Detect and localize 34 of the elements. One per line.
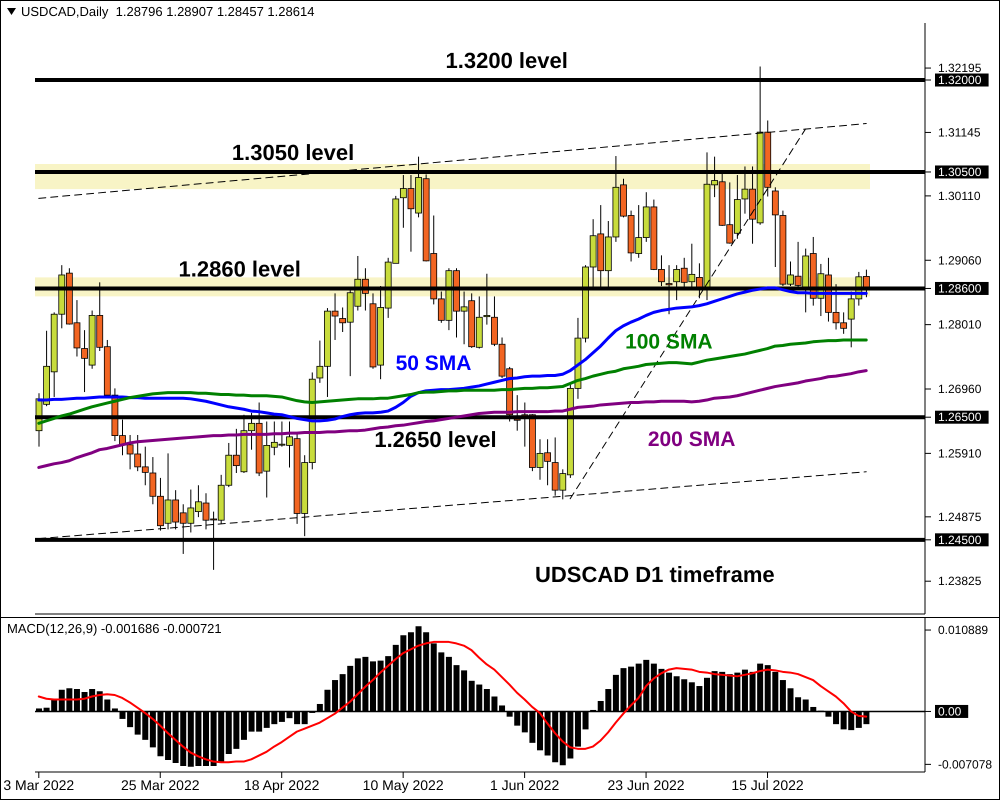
ref-line-label: 1.3050 level — [232, 140, 354, 165]
annotation: UDSCAD D1 timeframe — [535, 562, 775, 588]
y-tick-label: 0.010889 — [938, 623, 988, 638]
y-tick-label: 1.24875 — [938, 510, 982, 524]
y-tick-label: 1.26500 — [938, 410, 982, 424]
chart-title: USDCAD,Daily 1.28796 1.28907 1.28457 1.28614 — [21, 4, 314, 19]
ref-line-label: 1.3200 level — [446, 48, 568, 74]
y-tick-label: 1.31145 — [938, 125, 981, 140]
y-tick-label: 1.25910 — [938, 446, 982, 460]
x-tick-label: 10 May 2022 — [362, 776, 444, 793]
x-tick-label: 3 Mar 2022 — [3, 776, 74, 793]
y-tick-label: 1.32000 — [938, 73, 982, 88]
y-tick-label: 1.28010 — [938, 318, 982, 332]
y-tick-label: 1.28600 — [938, 281, 982, 296]
y-tick-label: 1.29060 — [938, 253, 982, 268]
y-tick-label: 1.32195 — [938, 61, 982, 76]
x-tick-label: 1 Jun 2022 — [490, 776, 560, 793]
y-tick-label: -0.007078 — [938, 757, 992, 772]
y-tick-label: 1.26960 — [938, 382, 982, 396]
series-label: 50 SMA — [396, 352, 472, 376]
y-tick-label: 1.24500 — [938, 532, 982, 547]
series-label: 200 SMA — [648, 428, 736, 451]
series-label: 100 SMA — [625, 330, 713, 354]
x-tick-label: 15 Jul 2022 — [731, 776, 804, 793]
ref-line-label: 1.2650 level — [374, 427, 497, 452]
y-tick-label: 1.30110 — [938, 188, 981, 203]
ref-line-label: 1.2860 level — [178, 256, 301, 282]
y-tick-label: 1.23825 — [938, 574, 982, 588]
chart-title: MACD(12,26,9) -0.001686 -0.000721 — [7, 621, 222, 636]
y-tick-label: 0.00 — [938, 704, 962, 718]
x-tick-label: 23 Jun 2022 — [608, 776, 685, 793]
y-tick-label: 1.30500 — [938, 164, 982, 179]
x-tick-label: 18 Apr 2022 — [244, 776, 320, 793]
x-tick-label: 25 Mar 2022 — [120, 776, 200, 793]
